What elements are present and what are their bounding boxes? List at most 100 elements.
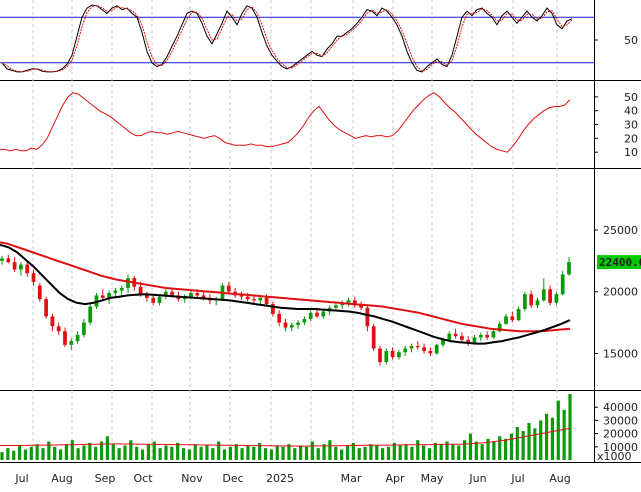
candle-body [453, 333, 458, 337]
candle-body [478, 334, 483, 338]
price-tick-label: 20000 [603, 286, 638, 299]
volume-bar [544, 413, 549, 460]
candle-body [497, 323, 502, 332]
candle-body [390, 350, 395, 358]
volume-bar [105, 436, 109, 460]
candle-body [415, 346, 420, 348]
volume-bar [217, 441, 221, 460]
candle-body [31, 273, 36, 282]
candle-body [346, 300, 351, 303]
month-label: 2025 [266, 472, 294, 485]
grid-lines [32, 0, 558, 462]
candle-body [50, 316, 55, 327]
candle-body [516, 309, 521, 321]
volume-bar [533, 428, 537, 460]
candle-body [289, 325, 294, 328]
volume-bar [228, 446, 232, 460]
candle-body [315, 312, 319, 317]
candle-body [37, 285, 42, 300]
volume-bar [445, 441, 449, 460]
price-tick-label: 15000 [603, 347, 638, 360]
volume-bar [129, 440, 133, 460]
candle-body [271, 304, 275, 314]
candle-body [447, 333, 452, 340]
candle-body [302, 318, 307, 323]
volume-bar [357, 448, 361, 460]
volume-bar [47, 441, 51, 460]
volume-bar [252, 446, 256, 460]
candle-body [485, 334, 489, 338]
candle-body [63, 331, 67, 345]
volume-bar [158, 448, 162, 460]
volume-bar [12, 450, 16, 460]
month-label: Aug [51, 472, 72, 485]
volume-bar [135, 446, 139, 460]
axis-labels: 5050403020102500020000150004000030000200… [14, 34, 638, 485]
volume-bar [111, 444, 115, 460]
candle-body [308, 312, 313, 319]
volume-bar [328, 440, 332, 460]
volume-bar [509, 433, 514, 460]
volume-bar [117, 448, 121, 460]
volume-bar [486, 438, 490, 460]
candle-body [504, 316, 508, 324]
candle-body [334, 305, 338, 308]
month-label: Apr [385, 472, 405, 485]
volume-bar [170, 446, 174, 460]
volume-bar [88, 442, 92, 460]
volume-bar [199, 446, 203, 460]
volume-bar [568, 394, 572, 460]
candle-body [0, 258, 4, 261]
volume-bar [474, 441, 478, 460]
month-label: Aug [549, 472, 570, 485]
candle-body [82, 322, 86, 335]
volume-bar [457, 445, 461, 460]
month-label: Oct [133, 472, 153, 485]
month-label: Mar [341, 472, 362, 485]
candle-body [163, 291, 168, 297]
price-tick-label: 25000 [603, 224, 638, 237]
volume-bar [492, 441, 496, 460]
volume-bar [439, 444, 443, 460]
candle-body [352, 300, 357, 306]
volume-bar [246, 445, 250, 460]
volume-bar [99, 441, 104, 460]
volume-bar [82, 445, 86, 460]
candle-body [25, 264, 30, 274]
volume-bar [287, 444, 291, 460]
candle-body [69, 341, 74, 345]
last-price-badge [597, 255, 641, 270]
candle-body [548, 289, 552, 303]
volume-bar [539, 420, 543, 460]
volume-bar [275, 445, 279, 460]
month-label: Jul [14, 472, 28, 485]
volume-bar [310, 441, 314, 460]
rsi-panel [0, 92, 571, 153]
candle-body [397, 352, 401, 358]
volume-bar [58, 449, 63, 460]
volume-tick-label: 40000 [603, 401, 638, 414]
moving-average-black [0, 243, 571, 345]
month-label: Dec [222, 472, 243, 485]
stochastic-k-line [1, 4, 573, 73]
candle-body [44, 299, 48, 317]
volume-bar [562, 409, 566, 460]
candle-body [201, 295, 206, 298]
last-price-label: 22400.00 [599, 256, 641, 269]
volume-bar [140, 449, 145, 460]
candle-body [195, 292, 200, 296]
rsi-tick-label: 40 [624, 105, 638, 118]
volume-bar [76, 448, 80, 460]
candle-body [491, 331, 496, 338]
month-label: Jun [468, 472, 486, 485]
candle-body [321, 311, 326, 317]
month-label: May [421, 472, 444, 485]
rsi-line [0, 92, 571, 153]
volume-bar [211, 448, 215, 460]
rsi-tick-label: 10 [624, 146, 638, 159]
volume-bar [503, 438, 508, 460]
volume-bar [304, 446, 309, 460]
volume-bar [281, 446, 285, 460]
candle-body [378, 348, 382, 363]
